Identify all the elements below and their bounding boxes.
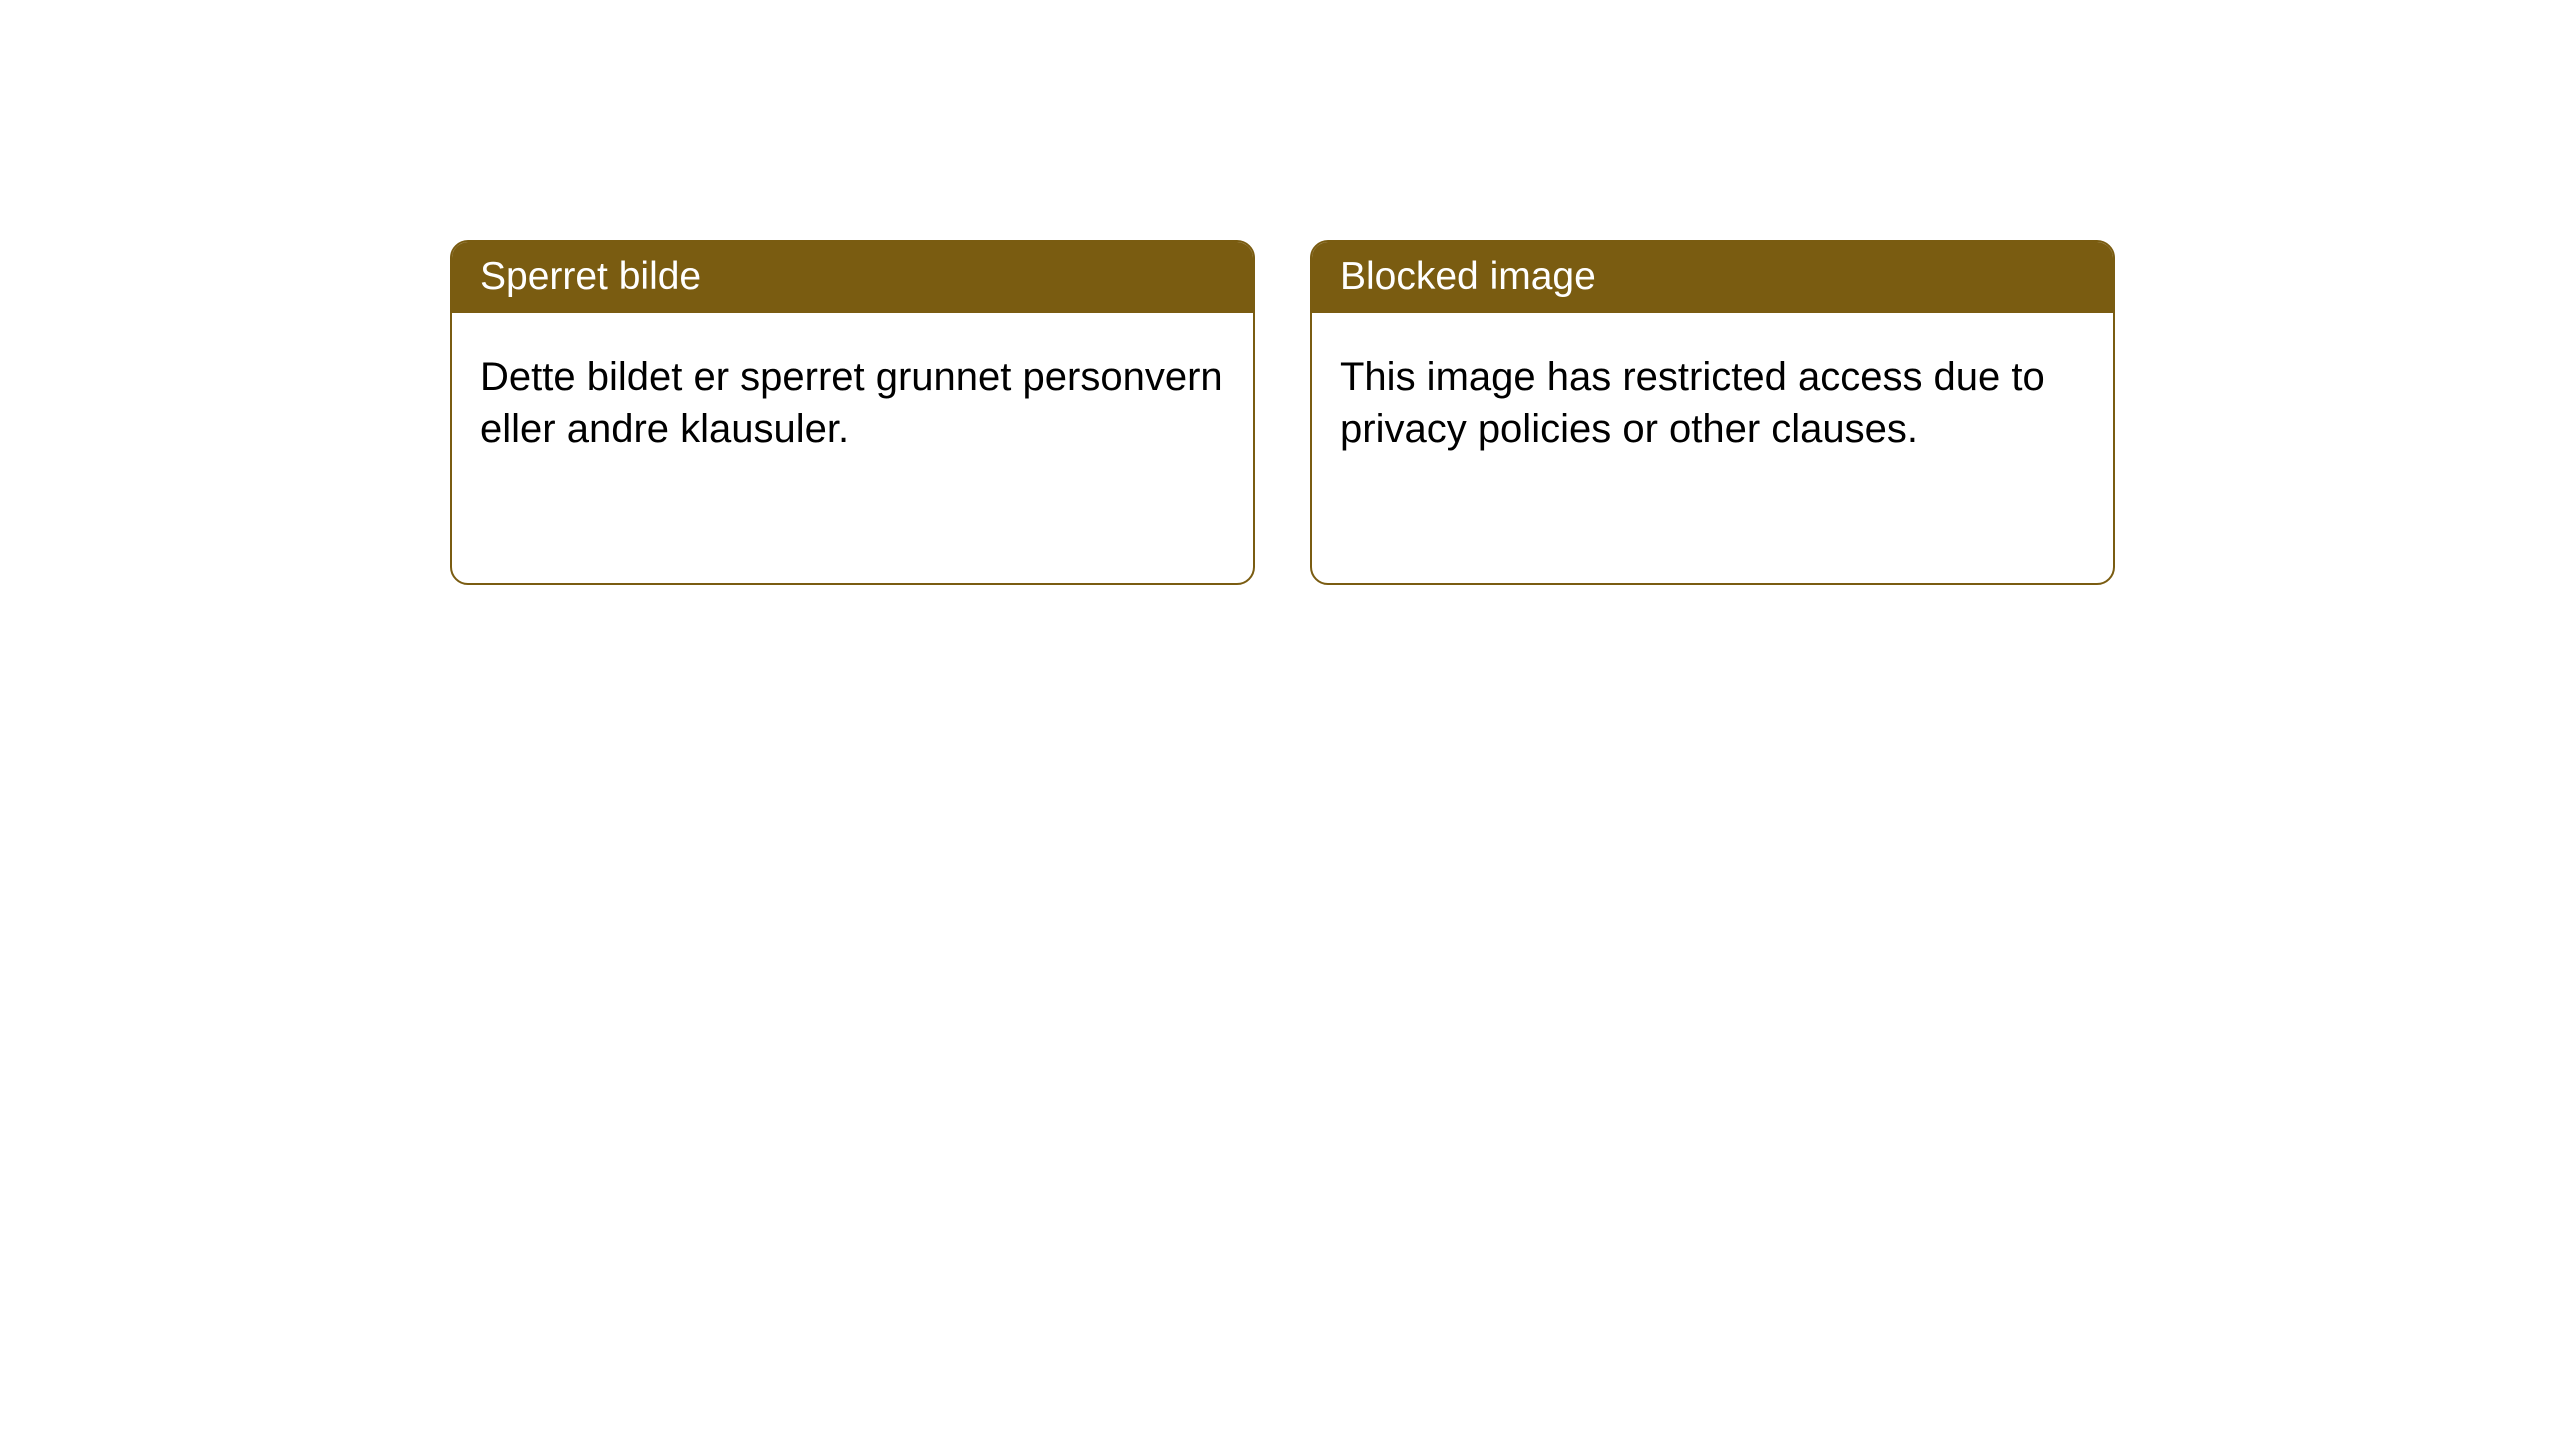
card-message: This image has restricted access due to …	[1340, 355, 2045, 451]
card-message: Dette bildet er sperret grunnet personve…	[480, 355, 1223, 451]
card-title: Sperret bilde	[480, 255, 701, 298]
card-body: Dette bildet er sperret grunnet personve…	[452, 313, 1253, 583]
notice-card-norwegian: Sperret bilde Dette bildet er sperret gr…	[450, 240, 1255, 585]
notice-container: Sperret bilde Dette bildet er sperret gr…	[0, 0, 2560, 585]
card-header: Blocked image	[1312, 242, 2113, 313]
card-header: Sperret bilde	[452, 242, 1253, 313]
notice-card-english: Blocked image This image has restricted …	[1310, 240, 2115, 585]
card-body: This image has restricted access due to …	[1312, 313, 2113, 583]
card-title: Blocked image	[1340, 255, 1596, 298]
